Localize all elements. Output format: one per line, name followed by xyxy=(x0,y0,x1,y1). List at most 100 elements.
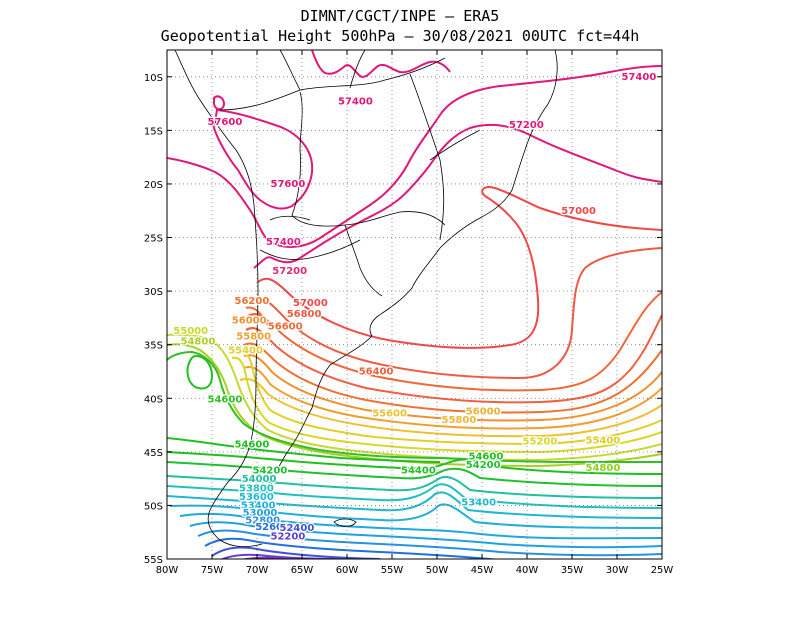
contour-57400-central xyxy=(167,65,662,248)
chart-title-line1: DIMNT/CGCT/INPE — ERA5 xyxy=(300,7,500,25)
contour-label: 52800 xyxy=(245,516,280,527)
chart-title-line2: Geopotential Height 500hPa — 30/08/2021 … xyxy=(160,27,640,45)
contour-label: 54000 xyxy=(242,474,277,485)
contour-label: 54600 xyxy=(469,451,504,462)
contour-label: 57400 xyxy=(622,72,657,83)
lon-tick-label: 40W xyxy=(516,565,539,576)
contour-56600 xyxy=(247,291,662,392)
contour-labels: 57400 57400 57600 57200 57600 57000 57400 57200… xyxy=(172,71,658,544)
lat-tick-label: 30S xyxy=(144,287,163,298)
lon-tick-label: 65W xyxy=(291,565,314,576)
lat-tick-label: 15S xyxy=(144,126,163,137)
contour-55600 xyxy=(239,378,662,438)
contour-label: 54200 xyxy=(253,465,288,476)
contour-label: 54800 xyxy=(181,337,216,348)
contour-57400-north xyxy=(311,50,451,78)
contour-label: 55400 xyxy=(228,345,263,356)
coastline-west xyxy=(174,50,263,548)
contour-54600 xyxy=(167,350,662,463)
lon-tick-label: 70W xyxy=(246,565,269,576)
contour-label: 57000 xyxy=(561,206,596,217)
contour-label: 57600 xyxy=(271,179,306,190)
contour-57200 xyxy=(253,123,662,269)
lon-tick-label: 60W xyxy=(336,565,359,576)
contour-label: 55600 xyxy=(372,408,407,419)
contour-56400 xyxy=(245,314,662,404)
lon-tick-label: 25W xyxy=(651,565,674,576)
contour-label: 52600 xyxy=(255,522,290,533)
lat-tick-label: 45S xyxy=(144,448,163,459)
lon-tick-label: 45W xyxy=(471,565,494,576)
borders xyxy=(219,50,481,297)
coastline-borders xyxy=(174,50,558,548)
contour-label: 55800 xyxy=(442,415,477,426)
contour-57600-high-west xyxy=(212,108,314,210)
grid xyxy=(167,50,662,559)
contour-56200 xyxy=(243,306,662,414)
contour-54600-low xyxy=(186,354,214,390)
contour-55800 xyxy=(243,366,662,430)
contour-53600 xyxy=(167,491,662,519)
contour-53000 xyxy=(189,521,662,549)
contour-label: 57400 xyxy=(338,97,373,108)
contour-label: 54800 xyxy=(586,463,621,474)
contour-label: 54400 xyxy=(401,465,436,476)
lat-tick-label: 50S xyxy=(144,501,163,512)
contour-label: 55400 xyxy=(586,435,621,446)
contour-57600-small xyxy=(213,95,226,111)
contour-55400 xyxy=(234,350,662,446)
axis-ticks xyxy=(166,50,663,560)
contour-label: 56200 xyxy=(235,296,270,307)
contour-label: 57200 xyxy=(272,266,307,277)
contour-label: 55000 xyxy=(173,326,208,337)
contour-label: 54600 xyxy=(235,440,270,451)
contour-54400 xyxy=(167,451,662,475)
contour-56800 xyxy=(249,247,662,380)
contour-53200 xyxy=(179,512,662,540)
lat-tick-label: 10S xyxy=(144,73,163,84)
lat-tick-label: 35S xyxy=(144,341,163,352)
lat-tick-label: 55S xyxy=(144,555,163,566)
lon-tick-label: 55W xyxy=(381,565,404,576)
contour-52800 xyxy=(197,529,662,557)
contour-label: 56800 xyxy=(287,309,322,320)
contour-53800 xyxy=(167,483,662,509)
contour-54800 xyxy=(167,343,662,468)
contour-label: 56400 xyxy=(359,367,394,378)
lon-tick-label: 80W xyxy=(156,565,179,576)
lat-tick-label: 25S xyxy=(144,234,163,245)
contour-label: 53400 xyxy=(461,497,496,508)
contour-55000 xyxy=(167,333,662,462)
coastline-east xyxy=(257,50,558,523)
contour-52400 xyxy=(211,546,381,559)
contour-label: 56000 xyxy=(232,315,267,326)
contour-label: 57400 xyxy=(266,237,301,248)
falkland-islands xyxy=(333,518,357,527)
contour-label: 56600 xyxy=(268,322,303,333)
contour-52600 xyxy=(204,537,501,559)
contour-label: 53600 xyxy=(239,492,274,503)
contour-label: 52400 xyxy=(280,523,315,534)
contour-56000 xyxy=(243,354,662,422)
lat-tick-label: 40S xyxy=(144,394,163,405)
contour-lines xyxy=(167,50,662,559)
contour-label: 57200 xyxy=(509,120,544,131)
lat-tick-label: 20S xyxy=(144,180,163,191)
plot-frame xyxy=(166,49,663,560)
contour-label: 57000 xyxy=(293,298,328,309)
contour-label: 53400 xyxy=(241,501,276,512)
contour-label: 55800 xyxy=(236,331,271,342)
contour-54000 xyxy=(167,475,662,499)
contour-label: 53800 xyxy=(239,483,274,494)
contour-label: 54600 xyxy=(208,395,243,406)
lon-tick-label: 30W xyxy=(606,565,629,576)
contour-53400 xyxy=(169,503,662,529)
contour-label: 54200 xyxy=(466,460,501,471)
contour-57000 xyxy=(257,186,662,349)
lon-tick-label: 35W xyxy=(561,565,584,576)
lon-tick-label: 50W xyxy=(426,565,449,576)
contour-label: 56000 xyxy=(466,406,501,417)
contour-54200 xyxy=(167,461,662,487)
